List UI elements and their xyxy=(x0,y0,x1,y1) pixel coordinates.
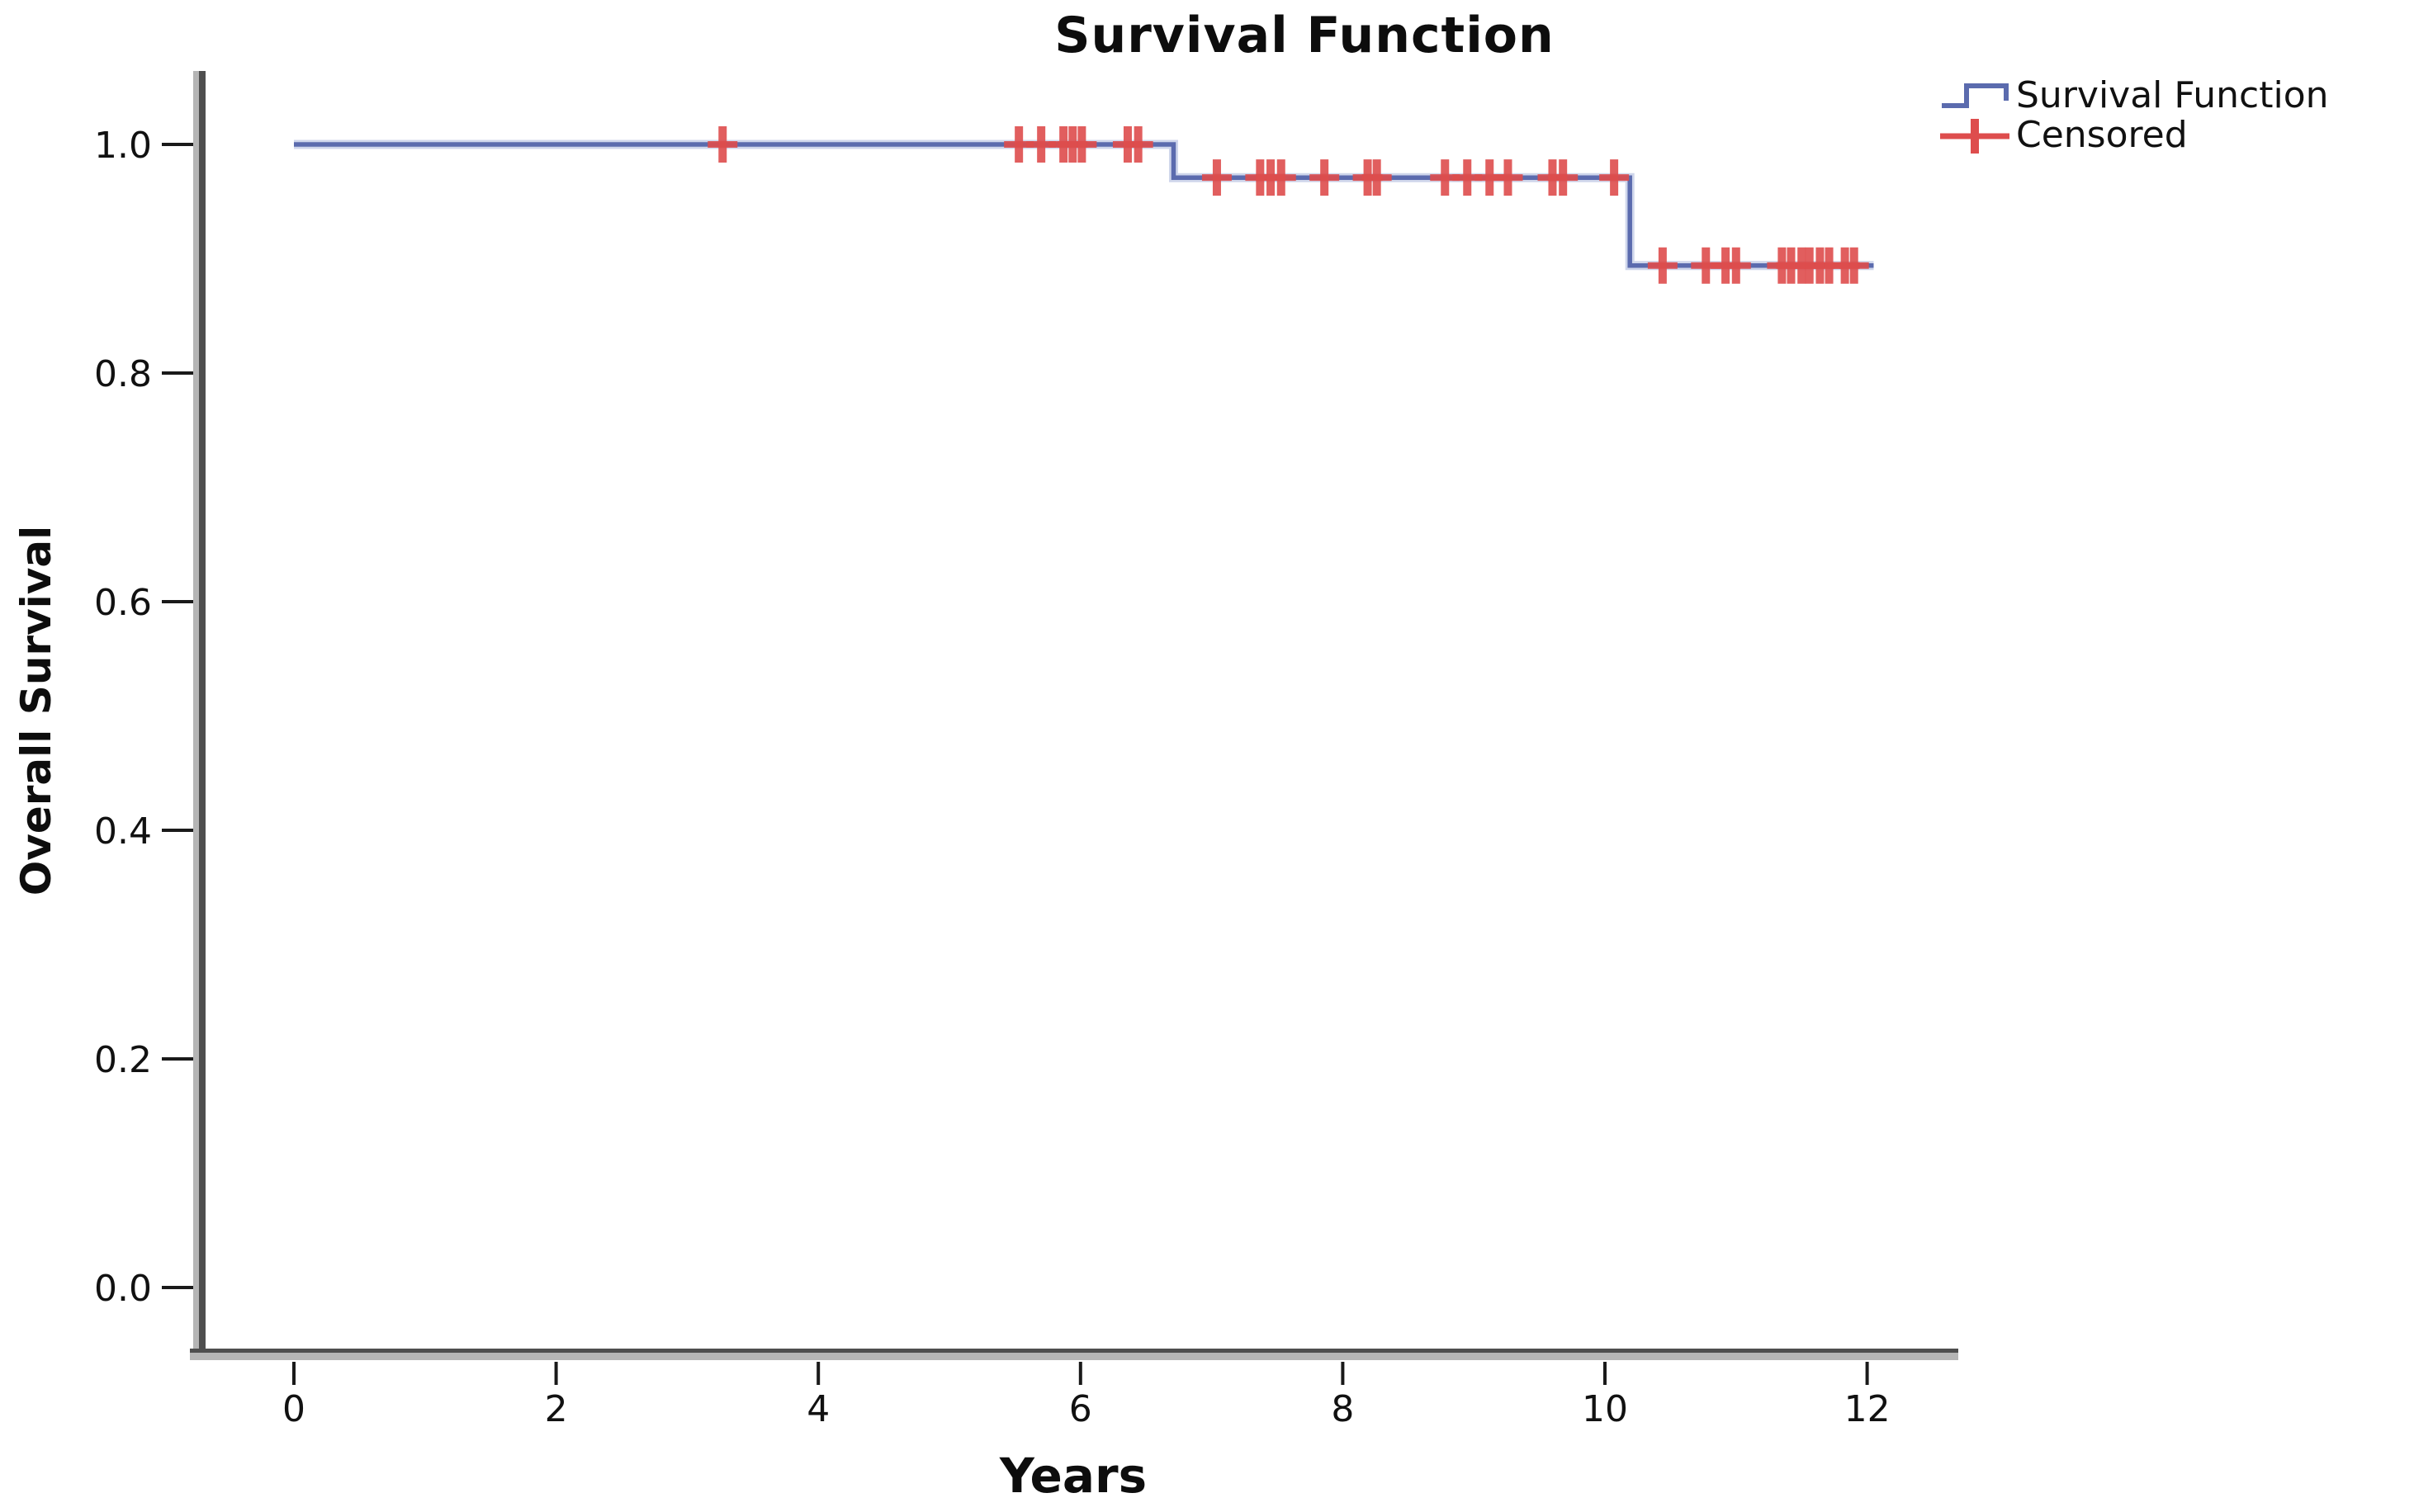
survival-curve xyxy=(294,142,1874,268)
y-tick-label: 0.2 xyxy=(94,1039,152,1081)
legend-item-survival-function: Survival Function xyxy=(1938,76,2329,116)
y-tick-label: 0.0 xyxy=(94,1268,152,1310)
x-tick-label: 0 xyxy=(282,1388,305,1430)
censored-plus-icon xyxy=(1940,119,2009,154)
y-axis-line xyxy=(193,71,199,1360)
x-tick-label: 12 xyxy=(1844,1388,1891,1430)
x-tick-label: 10 xyxy=(1582,1388,1628,1430)
legend-label-censored: Censored xyxy=(2016,114,2188,156)
survival-function-step-line-icon xyxy=(1942,83,2009,108)
y-tick-label: 0.8 xyxy=(94,353,152,395)
y-axis-label: Overall Survival xyxy=(12,525,60,896)
x-tick-label: 8 xyxy=(1331,1388,1354,1430)
x-tick-label: 4 xyxy=(807,1388,830,1430)
legend-item-censored: Censored xyxy=(1938,116,2329,155)
x-tick-label: 2 xyxy=(545,1388,568,1430)
y-tick-label: 0.4 xyxy=(94,810,152,853)
y-tick-label: 0.6 xyxy=(94,582,152,624)
x-axis-label: Years xyxy=(999,1448,1148,1504)
y-axis-line xyxy=(199,71,206,1360)
legend-label-survival-function: Survival Function xyxy=(2016,74,2329,116)
legend: Survival Function Censored xyxy=(1938,76,2329,155)
x-axis-line xyxy=(190,1353,1958,1360)
y-tick-label: 1.0 xyxy=(94,125,152,167)
x-tick-label: 6 xyxy=(1069,1388,1092,1430)
survival-curve-halo xyxy=(294,139,1874,271)
chart-title: Survival Function xyxy=(1054,7,1555,64)
x-axis-line xyxy=(190,1349,1958,1353)
